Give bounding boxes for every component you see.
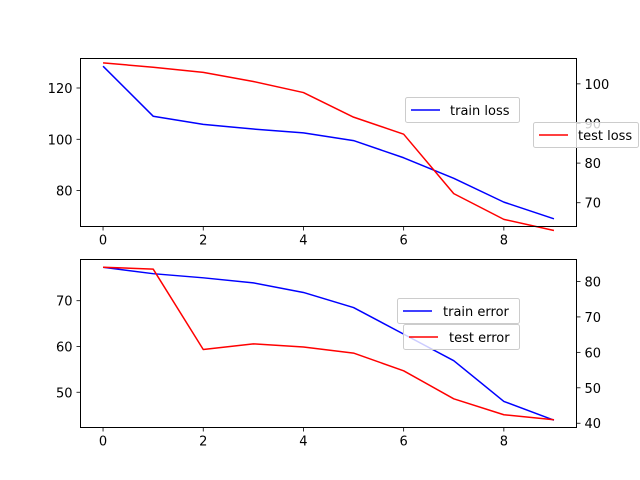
train-loss-legend-label: train loss <box>450 104 510 119</box>
train-loss-legend-box <box>405 97 520 123</box>
error-x-tick-label: 8 <box>500 435 508 450</box>
loss-left-y-tick-label: 100 <box>48 133 73 148</box>
loss-left-y-tick-label: 80 <box>56 185 73 200</box>
loss-series-group <box>102 62 555 232</box>
loss-subplot: 0246880100120708090100 train loss test l… <box>48 58 639 249</box>
train-error-legend-label: train error <box>443 305 510 320</box>
train-error-line <box>102 266 555 421</box>
error-right-y-tick-label: 40 <box>585 417 602 432</box>
error-right-y-tick-label: 70 <box>585 311 602 326</box>
train-error-legend-box <box>397 298 520 324</box>
error-left-y-tick-label: 50 <box>56 386 73 401</box>
loss-right-y-tick-label: 80 <box>585 157 602 172</box>
loss-left-y-tick-label: 120 <box>48 82 73 97</box>
loss-x-tick-label: 6 <box>400 234 408 249</box>
loss-right-y-tick-label: 70 <box>585 197 602 212</box>
test-loss-line <box>102 62 555 232</box>
test-loss-legend-box <box>533 122 639 148</box>
error-ticks-group: 0 2 4 6 8 50 60 70 40 50 60 70 80 <box>56 275 601 449</box>
error-series-group <box>102 266 555 421</box>
error-subplot: 0 2 4 6 8 50 60 70 40 50 60 70 80 train error test e… <box>56 259 601 450</box>
test-loss-legend-label: test loss <box>578 129 632 144</box>
error-x-tick-label: 6 <box>400 435 408 450</box>
test-error-legend: test error <box>403 324 520 350</box>
error-x-tick-label: 0 <box>99 435 107 450</box>
error-right-y-tick-label: 60 <box>585 346 602 361</box>
error-left-y-tick-label: 70 <box>56 295 73 310</box>
test-error-legend-label: test error <box>449 331 510 346</box>
error-right-y-tick-label: 80 <box>585 275 602 290</box>
train-loss-line <box>102 65 555 220</box>
train-loss-legend: train loss <box>405 97 520 123</box>
test-error-line <box>103 266 555 421</box>
test-loss-legend: test loss <box>533 122 639 148</box>
error-x-tick-label: 4 <box>299 435 307 450</box>
loss-x-tick-label: 0 <box>99 234 107 249</box>
loss-right-y-tick-label: 100 <box>585 78 610 93</box>
loss-x-tick-label: 2 <box>199 234 207 249</box>
error-right-y-tick-label: 50 <box>585 382 602 397</box>
loss-x-tick-label: 8 <box>500 234 508 249</box>
train-error-legend: train error <box>397 298 520 324</box>
error-left-y-tick-label: 60 <box>56 340 73 355</box>
error-axes-frame <box>80 259 577 428</box>
loss-x-tick-label: 4 <box>299 234 307 249</box>
error-x-tick-label: 2 <box>199 435 207 450</box>
test-error-legend-box <box>403 324 520 350</box>
